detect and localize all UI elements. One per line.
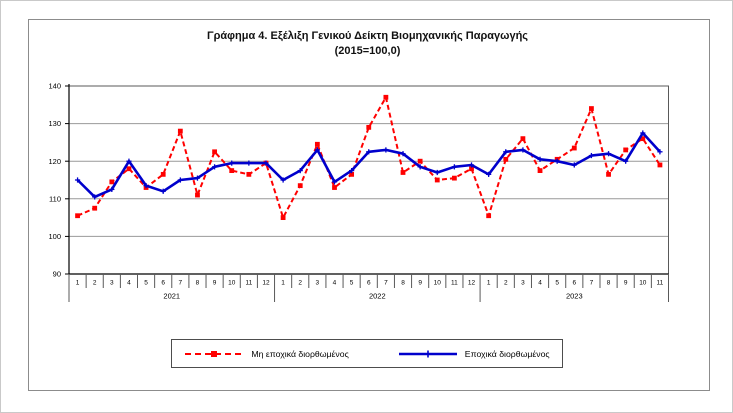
data-point-square-marker — [92, 205, 98, 211]
month-label: 9 — [213, 280, 217, 287]
data-point-square-marker — [657, 162, 663, 168]
y-tick-label-110: 110 — [49, 194, 61, 203]
data-point-square-marker — [109, 179, 115, 185]
month-label: 3 — [316, 280, 320, 287]
month-label: 10 — [434, 280, 442, 287]
month-label: 12 — [468, 280, 476, 287]
month-label: 7 — [179, 280, 183, 287]
data-point-square-marker — [366, 124, 372, 130]
month-label: 4 — [127, 280, 131, 287]
data-point-square-marker — [589, 106, 594, 111]
data-point-square-marker — [571, 145, 577, 151]
data-point-square-marker — [606, 171, 611, 177]
month-label: 4 — [333, 280, 337, 287]
data-point-square-marker — [212, 149, 217, 155]
data-point-square-marker — [537, 168, 543, 173]
month-label: 8 — [401, 280, 405, 287]
data-point-square-marker — [640, 136, 646, 142]
data-point-square-marker — [297, 183, 303, 189]
legend-label-sa: Εποχικά διορθωμένος — [464, 348, 550, 359]
data-point-square-marker — [246, 171, 252, 177]
month-label: 6 — [161, 280, 165, 287]
month-label: 3 — [110, 280, 114, 287]
chart-frame — [28, 19, 710, 391]
month-label: 10 — [639, 280, 647, 287]
data-point-square-marker — [469, 166, 474, 172]
month-label: 10 — [228, 280, 236, 287]
data-point-square-marker — [486, 213, 492, 219]
legend: Μη εποχικά διορθωμένος Εποχικά διορθωμέν… — [170, 339, 563, 368]
data-point-square-marker — [75, 213, 80, 219]
month-label: 8 — [196, 280, 200, 287]
month-label: 3 — [521, 280, 525, 287]
month-label: 9 — [624, 280, 628, 287]
month-label: 12 — [262, 280, 270, 287]
data-point-square-marker — [160, 171, 166, 177]
month-label: 6 — [367, 280, 371, 287]
data-point-square-marker — [332, 185, 337, 190]
blue-solid-line-sample-icon — [398, 350, 457, 357]
legend-label-nsa: Μη εποχικά διορθωμένος — [251, 348, 349, 359]
month-label: 1 — [76, 280, 80, 287]
month-label: 1 — [281, 280, 285, 287]
data-point-square-marker — [177, 128, 183, 134]
month-label: 6 — [572, 280, 576, 287]
month-label: 7 — [590, 280, 594, 287]
month-label: 7 — [384, 280, 388, 287]
y-tick-label-100: 100 — [48, 232, 61, 241]
year-label-2022: 2022 — [369, 292, 386, 301]
data-point-square-marker — [400, 170, 406, 175]
month-label: 11 — [451, 280, 458, 287]
red-dashed-line-sample-icon — [185, 350, 244, 357]
y-tick-label-140: 140 — [48, 82, 61, 91]
data-point-square-marker — [623, 147, 629, 153]
data-point-square-marker — [451, 175, 457, 181]
chart-title-line2: (2015=100,0) — [334, 45, 401, 57]
data-point-square-marker — [417, 158, 423, 164]
month-label: 5 — [144, 280, 148, 287]
y-tick-label-90: 90 — [53, 270, 61, 279]
plot-border — [68, 85, 669, 275]
data-point-square-marker — [520, 136, 526, 142]
legend-item-seasonally-adjusted: Εποχικά διορθωμένος — [397, 349, 550, 359]
data-point-square-marker — [229, 168, 235, 173]
month-label: 1 — [487, 280, 491, 287]
year-label-2023: 2023 — [566, 292, 583, 301]
chart-title: Γράφημα 4. Εξέλιξη Γενικού Δείκτη Βιομηχ… — [1, 29, 732, 59]
data-point-square-marker — [314, 141, 320, 147]
chart-title-line1: Γράφημα 4. Εξέλιξη Γενικού Δείκτη Βιομηχ… — [206, 30, 529, 42]
y-tick-label-130: 130 — [48, 119, 61, 128]
year-label-2021: 2021 — [163, 292, 180, 301]
month-label: 2 — [504, 280, 508, 287]
data-point-square-marker — [383, 94, 389, 100]
month-label: 11 — [245, 280, 252, 287]
data-point-square-marker — [434, 177, 440, 183]
month-label: 9 — [418, 280, 422, 287]
data-point-square-marker — [503, 156, 509, 162]
legend-item-non-seasonally-adjusted: Μη εποχικά διορθωμένος — [183, 348, 349, 359]
month-label: 5 — [555, 280, 559, 287]
month-label: 11 — [657, 280, 664, 287]
month-label: 5 — [350, 280, 354, 287]
y-tick-label-120: 120 — [48, 157, 61, 166]
data-point-square-marker — [280, 215, 286, 220]
month-label: 4 — [538, 280, 542, 287]
month-label: 2 — [93, 280, 97, 287]
data-point-square-marker — [349, 171, 355, 177]
month-label: 8 — [607, 280, 611, 287]
data-point-square-marker — [126, 166, 132, 172]
series-line-non-seasonally-adjusted — [77, 96, 661, 219]
data-point-square-marker — [195, 192, 200, 198]
month-label: 2 — [298, 280, 302, 287]
